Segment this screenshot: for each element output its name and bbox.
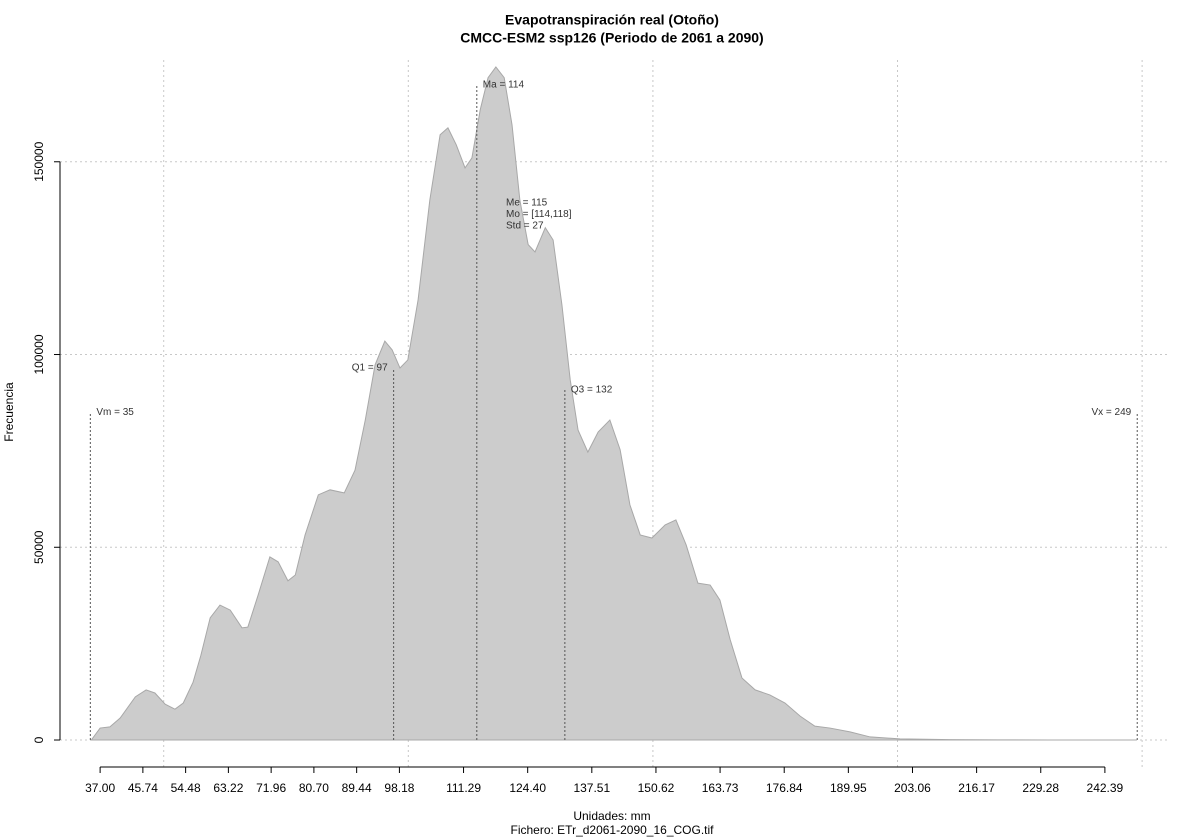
x-tick-label: 203.06	[894, 781, 931, 795]
y-tick-label: 150000	[32, 141, 46, 181]
x-tick-label: 176.84	[766, 781, 803, 795]
stats-label: Mo = [114,118]	[506, 209, 572, 220]
x-tick-label: 216.17	[958, 781, 995, 795]
x-tick-label: 111.29	[446, 781, 481, 795]
x-tick-label: 54.48	[171, 781, 201, 795]
x-tick-label: 124.40	[509, 781, 546, 795]
x-tick-label: 89.44	[342, 781, 372, 795]
y-tick-label: 0	[32, 736, 46, 743]
x-tick-label: 37.00	[85, 781, 115, 795]
marker-label: Ma = 114	[483, 79, 525, 90]
x-tick-label: 98.18	[384, 781, 414, 795]
x-tick-label: 80.70	[299, 781, 329, 795]
stats-label: Me = 115	[506, 198, 548, 209]
chart-title: Evapotranspiración real (Otoño)	[505, 12, 719, 28]
x-tick-label: 137.51	[573, 781, 610, 795]
x-tick-label: 71.96	[256, 781, 286, 795]
x-tick-label: 229.28	[1022, 781, 1059, 795]
x-tick-label: 45.74	[128, 781, 158, 795]
marker-label: Vx = 249	[1091, 407, 1131, 418]
stats-label: Std = 27	[506, 221, 544, 232]
chart-subtitle: CMCC-ESM2 ssp126 (Periodo de 2061 a 2090…	[460, 30, 763, 46]
x-axis-label: Unidades: mm	[573, 809, 650, 823]
x-tick-label: 163.73	[702, 781, 739, 795]
x-tick-label: 150.62	[638, 781, 675, 795]
density-area	[90, 66, 1137, 741]
y-tick-label: 100000	[32, 334, 46, 374]
caption: Fichero: ETr_d2061-2090_16_COG.tif	[511, 823, 715, 837]
y-tick-label: 50000	[32, 530, 46, 564]
marker-label: Vm = 35	[96, 407, 134, 418]
marker-label: Q1 = 97	[352, 363, 388, 374]
y-axis-label: Frecuencia	[2, 382, 16, 442]
x-tick-label: 242.39	[1087, 781, 1124, 795]
x-tick-label: 63.22	[213, 781, 243, 795]
x-tick-label: 189.95	[830, 781, 867, 795]
marker-label: Q3 = 132	[571, 385, 613, 396]
